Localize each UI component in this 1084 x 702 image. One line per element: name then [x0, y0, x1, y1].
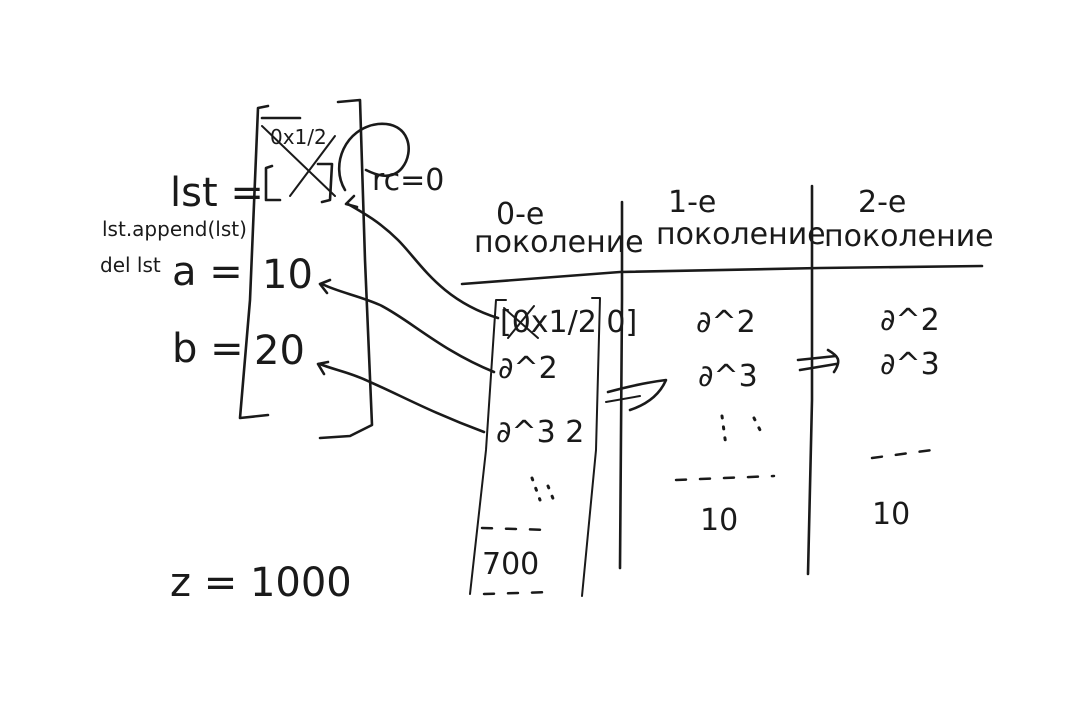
- double-arrow-right-icon-2: [796, 348, 840, 374]
- reference-arrows: [316, 194, 500, 434]
- col2-header-line1: 2-e: [858, 185, 906, 220]
- col0-ellipsis: [530, 476, 558, 508]
- variable-frame: [238, 98, 374, 440]
- b-value: 20: [254, 328, 305, 374]
- col1-header-line1: 1-e: [668, 185, 716, 220]
- col0-row3: ∂^3 2: [496, 415, 584, 450]
- col1-row2: ∂^3: [698, 359, 758, 394]
- col0-row-last: 700: [482, 547, 539, 582]
- lst-label: lst =: [170, 170, 264, 216]
- a-value: 10: [262, 252, 313, 298]
- lst-list-bracket: [261, 125, 336, 204]
- col0-row1: [0x1/2 0]: [500, 305, 637, 340]
- table-divider-2: [806, 184, 814, 576]
- table-divider-1: [618, 200, 624, 570]
- col2-row2: ∂^3: [880, 347, 940, 382]
- generations-table: [460, 184, 984, 597]
- col1-dash: [674, 474, 776, 482]
- col2-header-line2: поколение: [824, 219, 994, 254]
- col1-ellipsis: [720, 414, 762, 448]
- del-code: del lst: [100, 253, 161, 277]
- col0-row2: ∂^2: [498, 351, 558, 386]
- col0-header-line2: поколение: [474, 225, 644, 260]
- col1-row-last: 10: [700, 503, 738, 538]
- col2-row1: ∂^2: [880, 303, 940, 338]
- a-label: a =: [172, 249, 243, 295]
- col2-row-last: 10: [872, 497, 910, 532]
- col0-row1-strike: [503, 305, 539, 339]
- z-expression: z = 1000: [170, 560, 352, 606]
- col0-header-line1: 0-e: [496, 197, 544, 232]
- append-code: lst.append(lst): [102, 217, 247, 241]
- table-header-line: [460, 264, 984, 286]
- col0-dash-top: [480, 526, 552, 532]
- col2-dash: [870, 448, 934, 460]
- col1-header-line2: поколение: [656, 217, 826, 252]
- col0-dash-bottom: [482, 590, 554, 596]
- self-reference-loop: [337, 122, 410, 192]
- double-arrow-right-icon-1: [606, 378, 668, 412]
- lst-address: 0x1/2: [270, 125, 327, 149]
- refcount-label: rc=0: [372, 163, 444, 198]
- b-label: b =: [172, 326, 244, 372]
- col1-row1: ∂^2: [696, 305, 756, 340]
